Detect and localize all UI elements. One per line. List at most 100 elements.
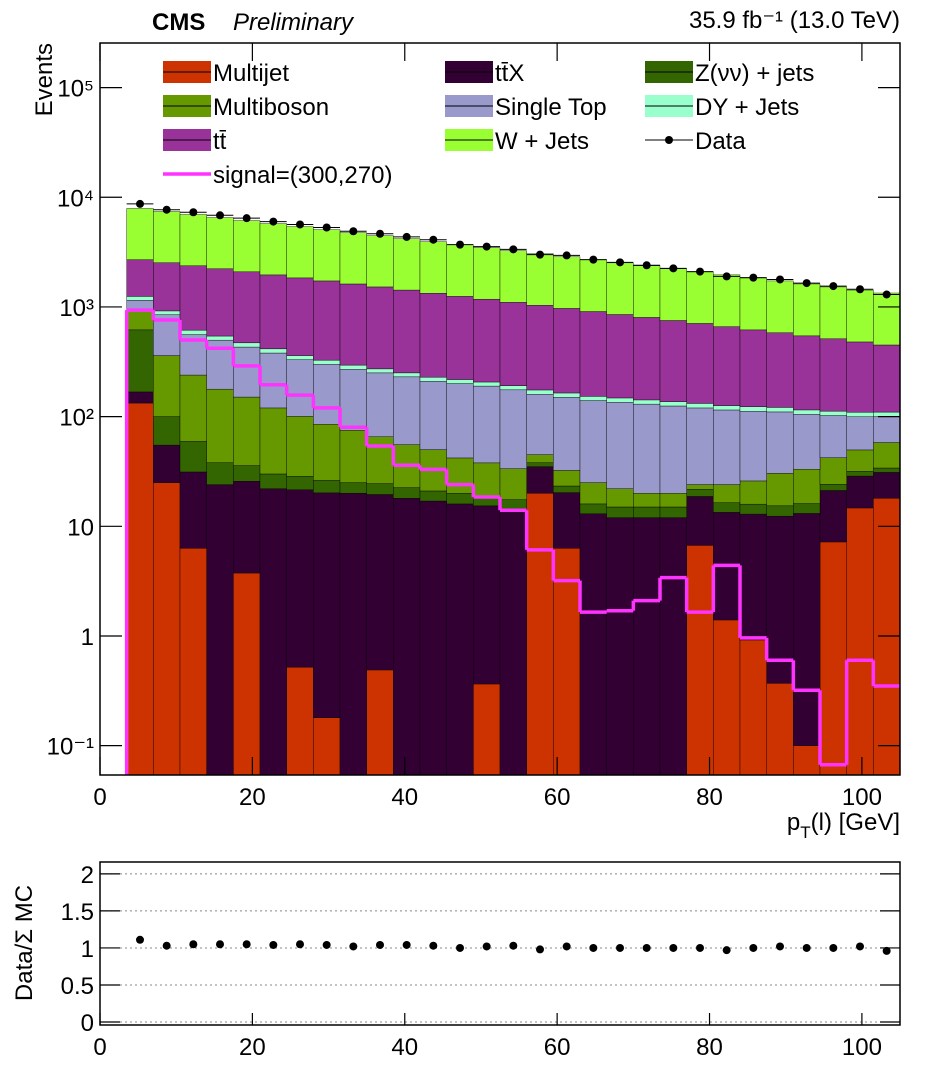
- stack-bar: [873, 467, 900, 473]
- stack-bar: [233, 271, 261, 344]
- lumi-label: 35.9 fb⁻¹ (13.0 TeV): [689, 7, 900, 34]
- data-point: [402, 232, 411, 241]
- stack-bar: [419, 241, 447, 294]
- stack-bar: [206, 335, 234, 341]
- stack-bar: [313, 359, 341, 365]
- stack-bar: [126, 391, 154, 404]
- stack-bar: [526, 454, 554, 463]
- stack-bar: [659, 493, 687, 508]
- stack-bar: [739, 513, 767, 641]
- stack-bar: [633, 506, 661, 518]
- data-point: [562, 251, 571, 260]
- stack-bar: [686, 271, 714, 324]
- stack-bar: [259, 473, 287, 489]
- ratio-point: [509, 941, 518, 950]
- ratio-point: [429, 941, 438, 950]
- stack-bar: [553, 392, 581, 398]
- ratio-point: [349, 942, 358, 951]
- stack-bar: [739, 329, 767, 407]
- stack-bar: [286, 359, 314, 417]
- y-tick-label: 1: [81, 936, 94, 963]
- legend-label: DY + Jets: [695, 94, 799, 121]
- ratio-point: [189, 940, 198, 949]
- stack-bar: [499, 302, 527, 386]
- data-point: [829, 282, 838, 291]
- stack-bar: [633, 517, 661, 775]
- stack-bar: [633, 317, 661, 401]
- stack-bar: [819, 410, 847, 416]
- data-point: [322, 223, 331, 232]
- stack-bar: [793, 469, 821, 504]
- data-point: [349, 227, 358, 236]
- stack-bar: [179, 265, 207, 331]
- stack-bar: [766, 505, 794, 517]
- stack-bar: [499, 250, 527, 303]
- stack-bar: [713, 619, 741, 775]
- ratio-point: [216, 940, 224, 949]
- stack-bar: [499, 385, 527, 391]
- stack-bar: [713, 326, 741, 406]
- stack-bar: [366, 669, 394, 775]
- stack-bar: [126, 402, 154, 775]
- stack-bar: [766, 515, 794, 684]
- ratio-point: [162, 941, 171, 950]
- stack-bar: [553, 492, 581, 549]
- stack-bar: [606, 506, 634, 518]
- stack-bar: [713, 274, 741, 327]
- stack-bar: [846, 416, 874, 451]
- chart-title: CMS: [152, 9, 205, 36]
- x-tick-label: 40: [391, 1034, 418, 1061]
- stack-bar: [873, 498, 900, 775]
- legend-swatch-dot: [665, 136, 673, 144]
- ratio-point: [802, 943, 811, 952]
- stack-bar: [846, 507, 874, 775]
- ratio-point: [589, 943, 598, 952]
- stack-bar: [339, 430, 367, 483]
- ratio-point: [616, 943, 624, 952]
- stack-bar: [873, 472, 900, 499]
- stack-bar: [579, 311, 607, 397]
- stack-bar: [393, 376, 421, 445]
- ratio-point: [269, 940, 278, 949]
- stack-bar: [579, 482, 607, 505]
- stack-bar: [793, 414, 821, 470]
- stack-bar: [126, 296, 154, 301]
- stack-bar: [686, 545, 714, 775]
- stack-bar: [153, 211, 181, 263]
- stack-bar: [686, 323, 714, 404]
- x-tick-label: 40: [391, 784, 418, 811]
- stack-bar: [446, 244, 474, 297]
- stack-bar: [793, 409, 821, 415]
- stack-bar: [473, 381, 501, 387]
- stack-bar: [873, 411, 900, 417]
- stack-bar: [339, 482, 367, 494]
- stack-bar: [793, 503, 821, 514]
- stack-bar: [366, 372, 394, 437]
- stack-bar: [686, 484, 714, 490]
- ratio-point: [536, 945, 544, 954]
- y-tick-label: 10: [67, 514, 94, 541]
- legend-label: tt̄X: [495, 60, 524, 87]
- stack-bar: [873, 416, 900, 443]
- ratio-point: [402, 940, 411, 949]
- stack-bar: [793, 745, 821, 775]
- stack-bar: [153, 482, 181, 775]
- stack-bar: [739, 411, 767, 482]
- ratio-point: [776, 942, 784, 951]
- stack-bar: [819, 415, 847, 458]
- ratio-point: [136, 935, 144, 944]
- stack-bar: [233, 342, 261, 348]
- stack-bar: [606, 488, 634, 508]
- stack-bar: [366, 494, 394, 671]
- stack-bar: [606, 314, 634, 399]
- stack-bar: [339, 283, 367, 366]
- stack-bar: [873, 292, 900, 346]
- stack-bar: [846, 289, 874, 343]
- y-tick-label: 0: [81, 1010, 94, 1037]
- stack-bar: [259, 407, 287, 475]
- stack-bar: [153, 262, 181, 312]
- ratio-point: [882, 946, 891, 955]
- stack-bar: [526, 253, 554, 306]
- stack-bar: [606, 517, 634, 775]
- stack-bar: [766, 280, 794, 333]
